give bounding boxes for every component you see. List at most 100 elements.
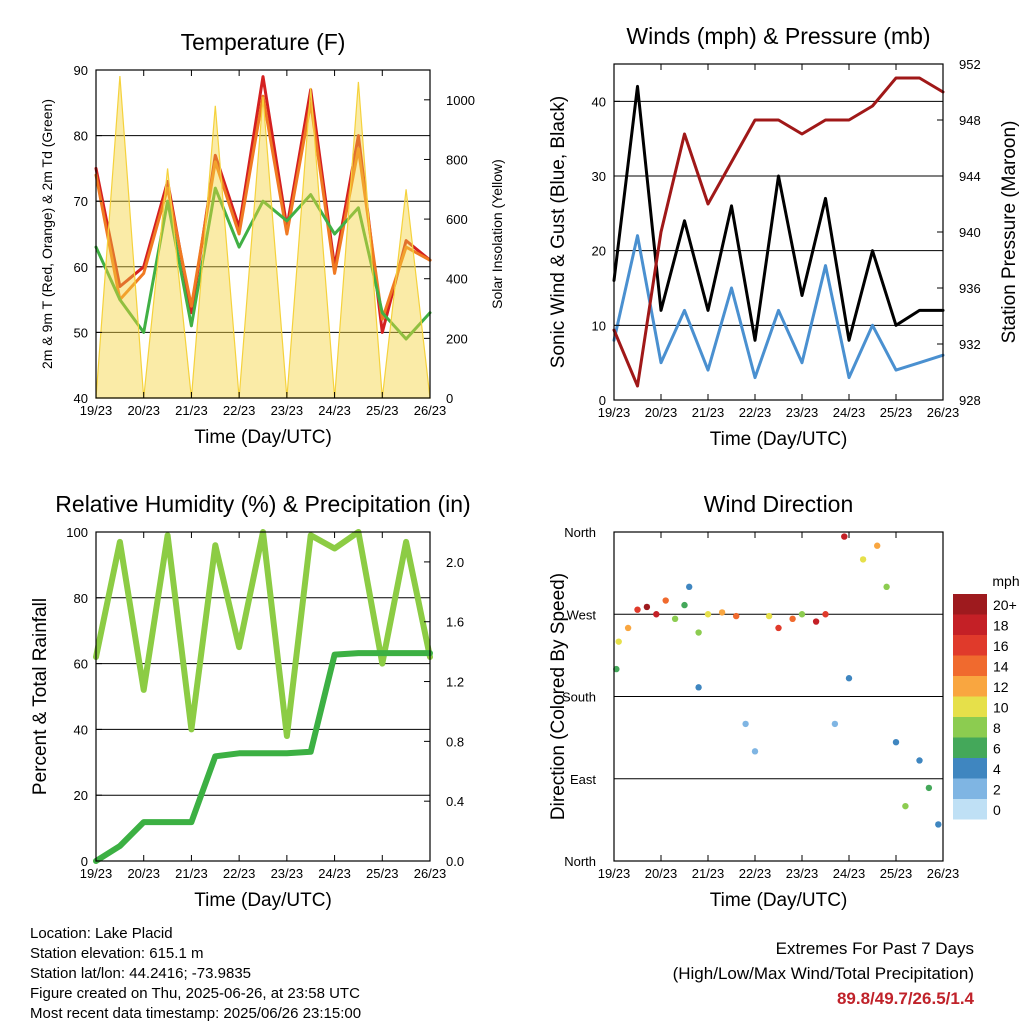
- wind-direction-point: [916, 757, 923, 764]
- x-tick-label: 24/23: [833, 866, 866, 881]
- x-tick-label: 20/23: [645, 405, 678, 420]
- y2-tick-label: 0.8: [446, 734, 464, 749]
- y2-tick-label: 952: [959, 57, 981, 72]
- y2-tick-label: 200: [446, 331, 468, 346]
- x-tick-label: 25/23: [880, 866, 913, 881]
- x-tick-label: 21/23: [692, 405, 725, 420]
- plot-frame: [613, 531, 944, 862]
- y2-tick-label: 400: [446, 272, 468, 287]
- colorbar-swatch: [953, 799, 987, 820]
- wind-direction-point: [859, 556, 867, 563]
- wind-direction-point: [686, 583, 693, 591]
- y2-tick-label: 936: [959, 281, 981, 296]
- colorbar-swatch: [953, 717, 987, 738]
- y2-tick-label: 944: [959, 169, 981, 184]
- colorbar-label: 10: [993, 700, 1009, 716]
- x-tick-label: 21/23: [175, 866, 208, 881]
- series-line: [93, 529, 433, 739]
- x-tick-label: 25/23: [366, 866, 399, 881]
- x-tick-label: 25/23: [366, 403, 399, 418]
- y-tick-label: 60: [74, 260, 88, 275]
- wind-direction-point: [613, 665, 620, 673]
- extremes-values: 89.8/49.7/26.5/1.4: [836, 989, 974, 1008]
- y-tick-label: West: [567, 607, 597, 622]
- wind-direction-point: [653, 611, 660, 618]
- y-tick-label: 80: [74, 129, 88, 144]
- y2-tick-label: 0: [446, 391, 453, 406]
- wind-direction-point: [634, 606, 641, 613]
- series-area: [95, 75, 431, 399]
- wind-direction-point: [742, 720, 749, 728]
- y2-tick-label: 940: [959, 225, 981, 240]
- y-tick-label: 60: [74, 657, 88, 672]
- x-axis-label: Time (Day/UTC): [194, 427, 332, 448]
- plot-frame: [95, 69, 431, 399]
- y-axis-label: Direction (Colored By Speed): [548, 573, 569, 820]
- x-tick-label: 22/23: [739, 866, 772, 881]
- extremes-box: Extremes For Past 7 Days (High/Low/Max W…: [673, 936, 974, 1011]
- y-tick-label: 0: [599, 393, 606, 408]
- y-tick-label: 30: [592, 169, 606, 184]
- x-tick-label: 21/23: [692, 866, 725, 881]
- plot-frame: [613, 63, 944, 401]
- colorbar-swatch: [953, 696, 987, 717]
- wind-direction-point: [874, 542, 881, 549]
- wind-direction-point: [925, 784, 933, 792]
- wind-direction-point: [733, 612, 740, 620]
- y2-tick-label: 2.0: [446, 555, 464, 570]
- x-tick-label: 23/23: [786, 866, 819, 881]
- panel-1: Temperature (F) 19/23 20/23 21/23 22/23 23/23…: [39, 29, 505, 448]
- wind-direction-point: [765, 612, 773, 620]
- y-tick-label: 90: [74, 63, 88, 78]
- wind-direction-point: [671, 615, 679, 623]
- station-latlon: Station lat/lon: 44.2416; -73.9835: [30, 965, 252, 982]
- y-tick-label: 40: [592, 94, 606, 109]
- wind-direction-point: [902, 802, 909, 810]
- x-tick-label: 24/23: [318, 403, 351, 418]
- series-line: [94, 94, 432, 321]
- extremes-title: Extremes For Past 7 Days: [775, 939, 974, 958]
- x-tick-label: 20/23: [127, 866, 160, 881]
- x-tick-label: 22/23: [223, 403, 256, 418]
- x-tick-label: 26/23: [927, 866, 960, 881]
- panel-title: Wind Direction: [704, 491, 854, 517]
- wind-direction-point: [841, 533, 848, 540]
- panel-4: Wind Direction 19/23 20/23 21/23 22/23 23/23 2…: [548, 491, 1020, 911]
- y-tick-label: 50: [74, 325, 88, 340]
- wind-direction-point: [643, 603, 651, 611]
- wind-direction-point: [822, 611, 829, 618]
- y2-tick-label: 0.0: [446, 854, 464, 869]
- y-tick-label: South: [562, 690, 596, 705]
- y2-tick-label: 1.2: [446, 675, 464, 690]
- colorbar-label: 0: [993, 802, 1001, 818]
- colorbar-label: 4: [993, 761, 1001, 777]
- y2-tick-label: 600: [446, 212, 468, 227]
- series-line: [612, 234, 945, 380]
- station-location: Location: Lake Placid: [30, 925, 173, 942]
- x-tick-label: 23/23: [271, 403, 304, 418]
- x-tick-label: 25/23: [880, 405, 913, 420]
- y-tick-label: North: [564, 525, 596, 540]
- colorbar-label: 20+: [993, 597, 1017, 613]
- series-line: [94, 186, 432, 341]
- y2-tick-label: 1000: [446, 93, 475, 108]
- x-tick-label: 22/23: [739, 405, 772, 420]
- x-tick-label: 24/23: [833, 405, 866, 420]
- colorbar-label: 18: [993, 618, 1009, 634]
- y2-tick-label: 932: [959, 337, 981, 352]
- x-axis-label: Time (Day/UTC): [710, 890, 848, 911]
- y-tick-label: 40: [74, 722, 88, 737]
- wind-direction-point: [831, 720, 839, 728]
- x-tick-label: 24/23: [318, 866, 351, 881]
- y-tick-label: 70: [74, 194, 88, 209]
- y-axis-label: Percent & Total Rainfall: [30, 598, 51, 795]
- panel-title: Temperature (F): [181, 29, 346, 55]
- wind-direction-point: [751, 748, 759, 755]
- wind-direction-point: [695, 684, 702, 691]
- y-tick-label: North: [564, 854, 596, 869]
- colorbar-swatch: [953, 737, 987, 758]
- colorbar-label: 2: [993, 782, 1001, 798]
- y-tick-label: 80: [74, 591, 88, 606]
- station-elevation: Station elevation: 615.1 m: [30, 945, 204, 962]
- y-tick-label: 40: [74, 391, 88, 406]
